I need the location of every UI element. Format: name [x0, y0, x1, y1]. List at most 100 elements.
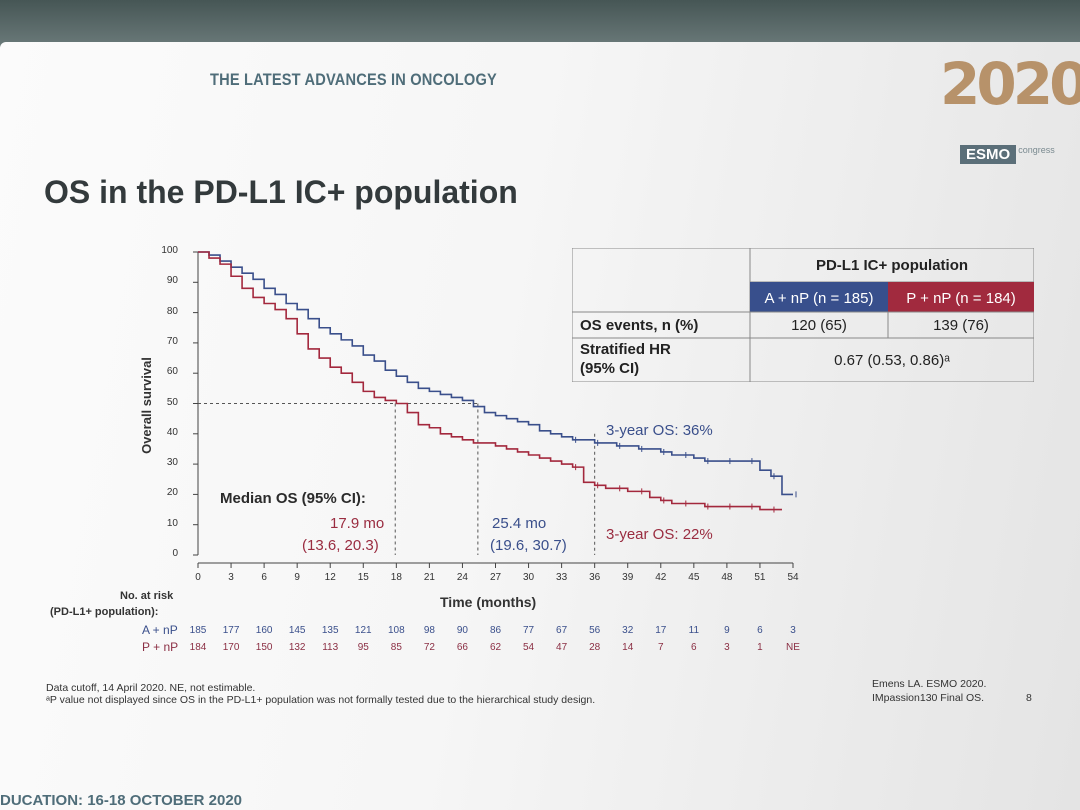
table-row2-label2: (95% CI): [580, 360, 640, 377]
risk-value: 72: [423, 642, 435, 653]
risk-value: 86: [489, 625, 502, 636]
footnote-pvalue: ᵃP value not displayed since OS in the P…: [46, 694, 596, 706]
risk-value: 95: [357, 642, 369, 653]
y-tick-label: 60: [166, 366, 178, 378]
risk-value: 121: [354, 625, 372, 636]
reference-line1: Emens LA. ESMO 2020.: [872, 678, 987, 690]
x-tick-label: 21: [423, 572, 435, 583]
risk-value: 11: [688, 625, 700, 636]
summary-table-grid: [572, 248, 1034, 382]
risk-value: 113: [322, 642, 339, 653]
y-tick-label: 50: [166, 396, 178, 408]
y-tick-label: 80: [166, 305, 178, 317]
y-tick-label: 30: [166, 457, 178, 469]
table-row2-value: 0.67 (0.53, 0.86)ᵃ: [834, 352, 950, 369]
risk-value: 150: [255, 642, 273, 653]
risk-row-a-label: A + nP: [142, 623, 178, 637]
median-os-label: Median OS (95% CI):: [220, 490, 366, 507]
table-row1-p: 139 (76): [933, 317, 989, 334]
risk-value: NE: [786, 642, 800, 653]
risk-value: 66: [456, 642, 468, 653]
risk-value: 9: [724, 625, 730, 636]
risk-value: 85: [390, 642, 402, 653]
risk-value: 160: [255, 625, 273, 636]
x-axis-title: Time (months): [440, 594, 537, 610]
y-tick-label: 70: [166, 335, 178, 347]
km-curve-p-np: [198, 251, 782, 511]
x-tick-label: 39: [622, 572, 634, 583]
table-header: PD-L1 IC+ population: [815, 257, 969, 274]
y-tick-label: 20: [166, 487, 178, 499]
x-tick-label: 6: [261, 572, 267, 583]
risk-value: 28: [589, 642, 601, 653]
slide-title: OS in the PD-L1 IC+ population: [44, 174, 518, 210]
risk-value: 32: [622, 625, 634, 636]
monitor-bezel: [0, 0, 1080, 50]
table-col-p: P + nP (n = 184): [906, 290, 1016, 307]
risk-value: 6: [691, 642, 697, 653]
risk-value: 3: [790, 625, 796, 636]
x-tick-label: 48: [721, 572, 733, 583]
table-row1-a: 120 (65): [791, 317, 847, 334]
x-tick-label: 12: [324, 572, 336, 583]
y-tick-label: 90: [166, 275, 178, 287]
y-tick-label: 10: [166, 517, 178, 529]
risk-value: 185: [189, 625, 207, 636]
risk-value: 6: [757, 625, 763, 636]
x-tick-label: 36: [589, 572, 601, 583]
x-tick-label: 45: [688, 572, 700, 583]
x-tick-label: 51: [754, 572, 766, 583]
km-curve-a-np: [198, 251, 793, 496]
risk-value: 132: [288, 642, 306, 653]
risk-value: 170: [222, 642, 240, 653]
risk-value: 108: [387, 625, 405, 636]
risk-table-subtitle: (PD-L1+ population):: [50, 606, 159, 618]
risk-value: 56: [589, 625, 601, 636]
risk-value: 135: [321, 625, 339, 636]
y-tick-label: 40: [166, 426, 178, 438]
conference-dates: DUCATION: 16-18 OCTOBER 2020: [0, 792, 243, 809]
summary-table: PD-L1 IC+ population A + nP (n = 185) P …: [572, 248, 1034, 382]
risk-value: 177: [222, 625, 240, 636]
risk-value: 67: [556, 625, 568, 636]
risk-value: 14: [622, 642, 634, 653]
footnote-cutoff: Data cutoff, 14 April 2020. NE, not esti…: [46, 682, 256, 694]
x-tick-label: 42: [655, 572, 667, 583]
x-tick-label: 3: [228, 572, 234, 583]
median-a-value: 25.4 mo: [492, 515, 547, 532]
congress-year-logo: 2020: [940, 50, 1080, 118]
risk-value: 77: [522, 625, 535, 636]
os3-a-label: 3-year OS: 36%: [606, 422, 713, 439]
median-p-value: 17.9 mo: [330, 515, 385, 532]
esmo-logo-suffix: congress: [1018, 145, 1055, 155]
x-tick-label: 18: [390, 572, 402, 583]
esmo-logo-text: ESMO: [960, 145, 1017, 164]
risk-value: 1: [757, 642, 763, 653]
x-tick-label: 9: [294, 572, 300, 583]
risk-value: 62: [489, 642, 502, 653]
risk-value: 3: [724, 642, 730, 653]
risk-table-title: No. at risk: [120, 590, 174, 602]
os3-p-label: 3-year OS: 22%: [606, 526, 713, 543]
risk-value: 145: [288, 625, 306, 636]
risk-value: 7: [657, 642, 664, 653]
risk-row-p-label: P + nP: [142, 640, 179, 654]
table-row1-label: OS events, n (%): [580, 317, 699, 334]
median-a-ci: (19.6, 30.7): [490, 537, 567, 554]
risk-value: 17: [655, 625, 667, 636]
x-tick-label: 27: [489, 572, 502, 583]
page-number: 8: [1026, 692, 1032, 704]
risk-value: 184: [189, 642, 207, 653]
reference-line2: IMpassion130 Final OS.: [872, 692, 985, 704]
median-p-ci: (13.6, 20.3): [302, 537, 379, 554]
table-row2-label: Stratified HR: [580, 341, 671, 358]
conference-tagline: THE LATEST ADVANCES IN ONCOLOGY: [210, 70, 497, 89]
y-tick-label: 0: [172, 548, 178, 559]
risk-value: 90: [456, 625, 468, 636]
esmo-logo: ESMO congress: [960, 145, 1055, 164]
y-tick-label: 100: [161, 245, 178, 256]
x-tick-label: 0: [195, 572, 201, 583]
risk-value: 98: [423, 625, 435, 636]
x-tick-label: 24: [456, 572, 468, 583]
